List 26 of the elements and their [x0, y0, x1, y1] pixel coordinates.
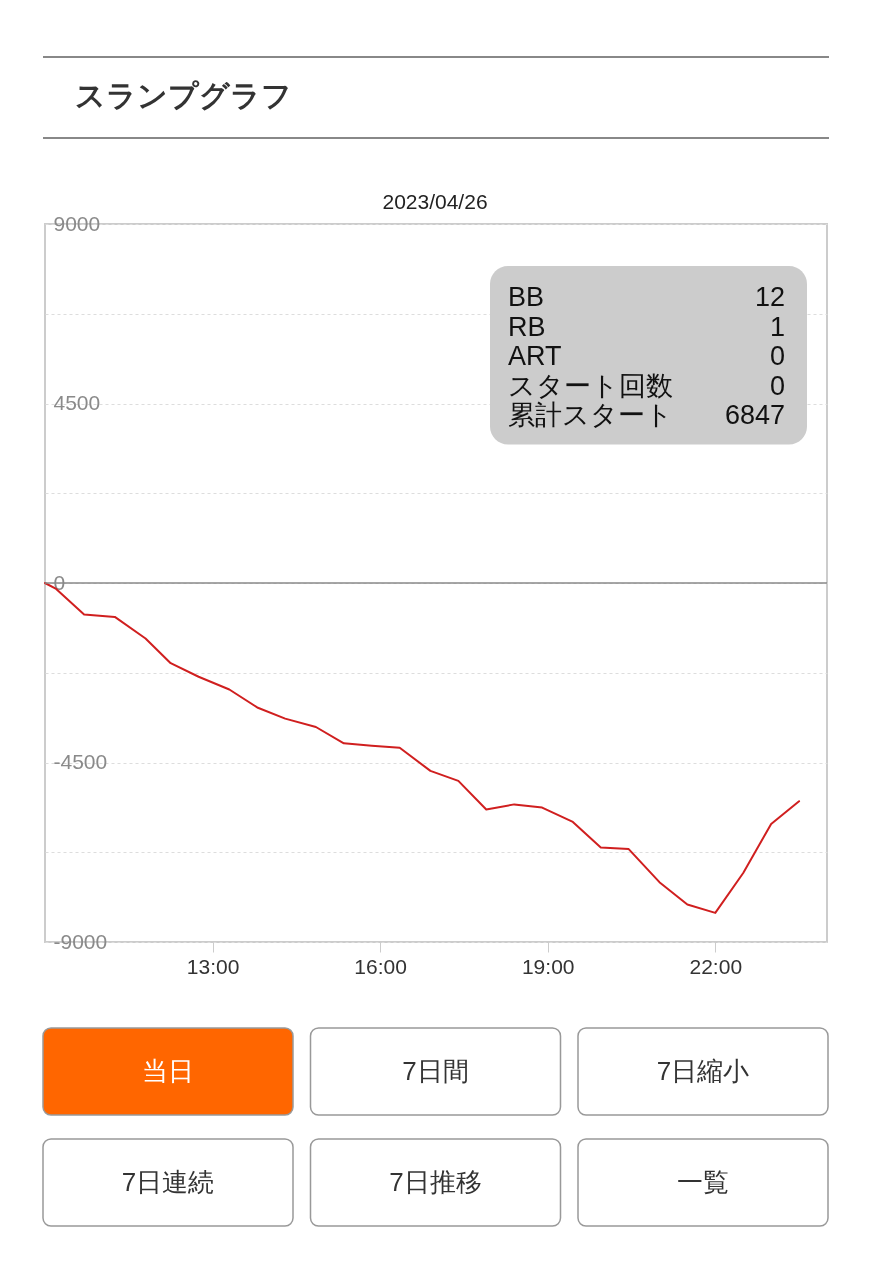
annotation: 1 [769, 311, 785, 342]
annotation: 6847 [724, 400, 785, 430]
text: 7日連続 [121, 1167, 215, 1197]
annotation: RB [508, 311, 546, 342]
chart-subtitle: 2023/04/26 [382, 190, 488, 213]
x-tick-label: 16:00 [354, 954, 407, 978]
text: 一覧 [677, 1167, 729, 1197]
chart-title: スランプグラフ [75, 79, 292, 112]
y-tick-label: -4500 [53, 750, 108, 773]
x-tick-label: 13:00 [186, 954, 240, 978]
text: 7日推移 [389, 1167, 482, 1197]
text: 7日縮小 [656, 1056, 750, 1086]
annotation: 0 [769, 341, 785, 371]
x-tick-label: 19:00 [521, 954, 575, 978]
x-tick-label: 22:00 [689, 954, 743, 978]
annotation: スタート回数 [508, 370, 673, 401]
y-tick-label: -9000 [53, 929, 108, 953]
annotation: 0 [769, 370, 785, 401]
text: 7日間 [402, 1056, 469, 1086]
annotation: 12 [754, 282, 785, 312]
annotation: 累計スタート [508, 400, 673, 430]
annotation: BB [508, 282, 545, 312]
y-tick-label: 4500 [53, 391, 101, 414]
annotation: ART [508, 341, 562, 371]
y-tick-label: 9000 [53, 211, 101, 235]
text: 当日 [142, 1056, 194, 1086]
